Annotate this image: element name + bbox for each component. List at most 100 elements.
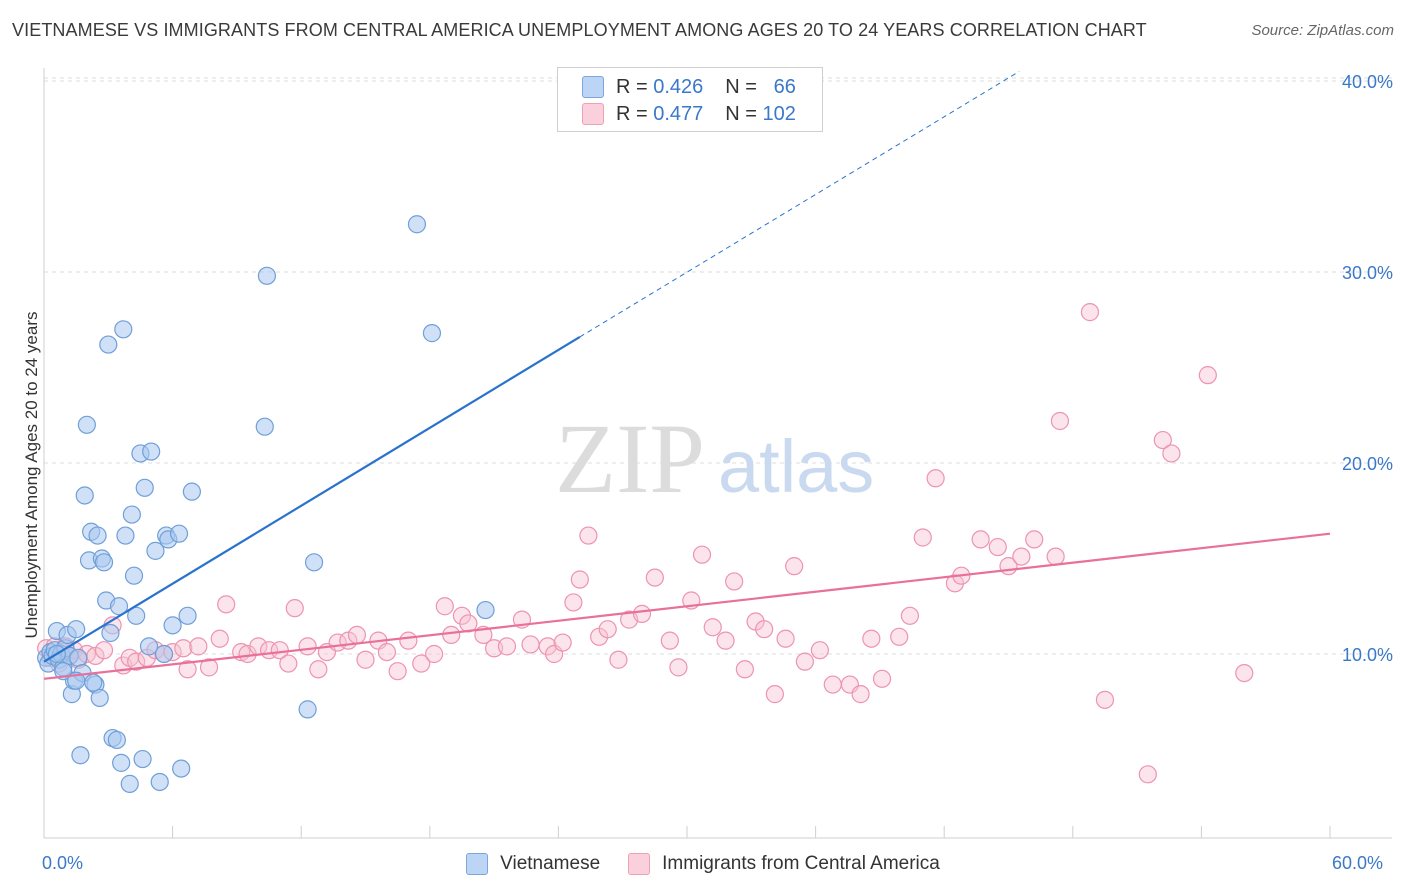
central-america-point [669,658,688,677]
central-america-point [127,652,146,671]
vietnamese-point [90,688,109,708]
central-america-point [94,641,114,660]
vietnamese-point [112,753,131,772]
central-america-point [765,685,784,704]
central-america-point [660,631,679,650]
vietnamese-point [163,616,182,635]
central-america-point [388,662,407,681]
vietnamese-point [77,415,96,434]
vietnamese-point [257,266,277,285]
legend-r-label: R = [616,75,648,98]
vietnamese-point [124,566,144,585]
vietnamese-point [422,324,442,343]
legend-r-value: 0.477 [653,102,704,125]
central-america-point [579,526,598,545]
central-america-point [452,606,472,625]
central-america-point [309,660,328,679]
vietnamese-point [94,553,114,572]
legend-swatch-central-america [628,853,651,875]
watermark-zip: ZIP [555,403,705,514]
central-america-point [356,650,375,669]
central-america-point [851,685,870,704]
central-america-point [1162,444,1181,463]
central-america-point [725,572,744,591]
legend-n-label: N = [725,75,757,98]
vietnamese-point [99,335,118,354]
central-america-point [570,570,589,589]
legend-r-label: R = [616,102,648,125]
central-america-point [399,631,418,650]
central-america-point [872,669,892,688]
central-america-point [609,650,628,669]
vietnamese-point [116,526,135,545]
central-america-point [645,568,664,587]
central-america-point [988,537,1007,557]
legend-n-value: 66 [773,75,796,98]
vietnamese-point [84,673,103,692]
series-vietnamese-points [37,215,495,793]
central-america-point [178,660,197,679]
central-america-point [632,604,652,623]
vietnamese-point [127,606,146,625]
central-america-point [1095,690,1115,709]
central-america-point [189,637,208,656]
legend-label-central-america: Immigrants from Central America [662,853,940,874]
vietnamese-point [101,623,120,643]
central-america-point [913,528,932,547]
central-america-point [755,620,774,639]
vietnamese-point [154,644,174,664]
x-tick-label-max: 60.0% [1332,853,1384,873]
legend-item-vietnamese: Vietnamese [466,853,600,875]
central-america-point [285,599,304,618]
y-axis-label-wrap: Unemployment Among Ages 20 to 24 years [20,120,44,830]
trend-lines [43,71,1331,680]
central-america-point [424,644,444,664]
source-label: Source: ZipAtlas.com [1251,22,1394,39]
central-america-point [692,545,712,564]
vietnamese-point [135,478,154,497]
vietnamese-point [142,442,161,461]
central-america-point [1138,765,1157,784]
central-america-point [900,606,920,625]
legend-n-label: N = [725,102,757,125]
central-america-point [716,631,735,650]
central-america-point [890,627,909,646]
central-america-point [971,530,990,549]
y-tick-label: 30.0% [1342,263,1393,283]
central-america-point [823,675,842,694]
central-america-point [435,597,454,616]
central-america-point [598,620,617,639]
central-america-point [1080,303,1100,322]
legend-swatch-vietnamese [466,853,489,875]
vietnamese-point [75,486,94,505]
central-america-point [1198,366,1217,385]
y-tick-label: 20.0% [1342,454,1393,474]
central-america-point [298,637,317,656]
vietnamese-point [476,600,495,620]
legend-label-vietnamese: Vietnamese [500,853,601,874]
central-america-point [1153,430,1172,450]
vietnamese-point [172,759,191,778]
axes [43,68,1392,839]
vietnamese-point [67,620,86,639]
vietnamese-point [120,774,139,793]
y-tick-label: 10.0% [1342,645,1393,665]
vietnamese-point [88,526,107,545]
legend-r-value: 0.426 [653,75,704,98]
watermark: ZIP atlas [555,403,874,514]
series-legend: Vietnamese Immigrants from Central Ameri… [0,851,1406,877]
chart-title: VIETNAMESE VS IMMIGRANTS FROM CENTRAL AM… [12,20,1147,40]
legend-swatch-central-america [582,103,604,125]
central-america-point [735,660,754,679]
vietnamese-trend-line [43,335,581,663]
central-america-point [1046,547,1065,566]
series-central-america-points [37,303,1254,784]
legend-row-vietnamese: R = 0.426 N = 66 [582,75,796,99]
central-america-point [862,629,881,648]
grid-lines [44,77,1392,655]
vietnamese-point [122,505,141,524]
central-america-point [279,654,298,673]
central-america-point [810,641,829,660]
vietnamese-point [298,700,317,719]
